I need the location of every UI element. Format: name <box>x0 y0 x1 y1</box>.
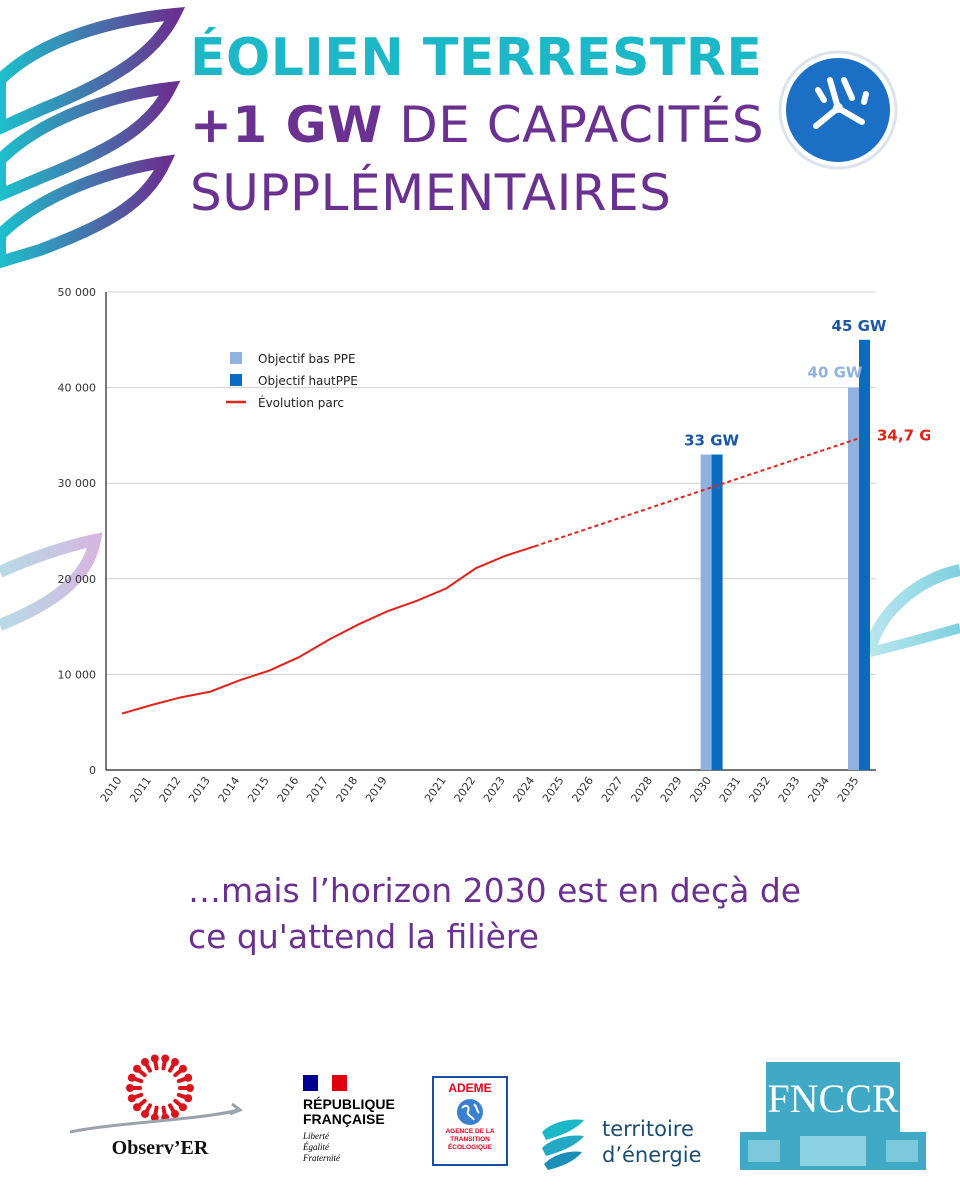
x-tick-label: 2010 <box>98 774 125 804</box>
x-tick-label: 2017 <box>304 774 331 804</box>
x-tick-label: 2014 <box>216 774 243 804</box>
y-tick-label: 50 000 <box>58 286 97 299</box>
annotation-label: 45 GW <box>832 317 887 335</box>
observer-person-body <box>173 1098 185 1110</box>
annotation-label: 33 GW <box>684 432 739 450</box>
observer-people-ring-icon <box>126 1054 194 1122</box>
observer-person-body <box>176 1075 191 1084</box>
y-tick-label: 0 <box>89 764 96 777</box>
x-tick-label: 2034 <box>805 774 832 804</box>
ademe-subtitle: AGENCE DE LA TRANSITION ÉCOLOGIQUE <box>445 1128 495 1151</box>
observer-person-body <box>143 1103 152 1116</box>
x-tick-label: 2021 <box>422 774 449 804</box>
observer-person-body <box>176 1092 191 1101</box>
x-tick-label: 2018 <box>334 774 361 804</box>
annotation-label: 34,7 GW <box>877 426 930 444</box>
evolution-parc-line <box>121 545 536 715</box>
x-tick-label: 2032 <box>746 774 773 804</box>
x-tick-label: 2029 <box>658 774 685 804</box>
bar-objectif-bas <box>700 454 712 770</box>
observer-person-body <box>135 1066 147 1078</box>
bar-objectif-haut <box>711 454 723 770</box>
title-line-2: +1 GW DE CAPACITÉS <box>190 96 764 154</box>
legend: Objectif bas PPE Objectif hautPPE Évolutio… <box>226 352 358 410</box>
x-tick-label: 2015 <box>245 774 272 804</box>
x-tick-label: 2023 <box>481 774 508 804</box>
observer-person-body <box>152 1056 159 1071</box>
fnccr-logo: FNCCR <box>740 1062 926 1170</box>
x-tick-label: 2022 <box>452 774 479 804</box>
x-tick-label: 2030 <box>687 774 714 804</box>
territoire-line-2: d’énergie <box>602 1143 702 1167</box>
projection-line <box>534 437 860 548</box>
observer-name: Observ’ER <box>112 1137 209 1159</box>
observer-person-body <box>168 1103 177 1116</box>
legend-label: Objectif hautPPE <box>258 374 358 388</box>
x-tick-label: 2031 <box>717 774 744 804</box>
globe-icon <box>457 1099 483 1125</box>
ademe-name: ADEME <box>448 1081 492 1095</box>
x-tick-label: 2011 <box>127 774 154 804</box>
observer-person-body <box>152 1105 159 1120</box>
observer-person-body <box>129 1075 144 1084</box>
observer-person-body <box>135 1098 147 1110</box>
title-line-3: SUPPLÉMENTAIRES <box>190 164 672 222</box>
republique-francaise-logo: RÉPUBLIQUE FRANÇAISE Liberté Égalité Fra… <box>303 1075 413 1170</box>
y-tick-label: 10 000 <box>58 668 97 681</box>
observer-person-body <box>173 1066 185 1078</box>
territoire-line-1: territoire <box>602 1117 694 1141</box>
y-tick-label: 30 000 <box>58 477 97 490</box>
marianne-flag-icon <box>303 1075 348 1091</box>
observer-person-body <box>161 1105 168 1120</box>
subtitle-line-2: ce qu'attend la filière <box>188 917 540 956</box>
y-tick-label: 40 000 <box>58 382 97 395</box>
subtitle: …mais l’horizon 2030 est en deçà de ce q… <box>188 868 888 960</box>
x-tick-label: 2013 <box>186 774 213 804</box>
legend-label: Évolution parc <box>258 395 344 410</box>
y-tick-label: 20 000 <box>58 573 97 586</box>
subtitle-line-1: …mais l’horizon 2030 est en deçà de <box>188 871 802 910</box>
ademe-logo: ADEME AGENCE DE LA TRANSITION ÉCOLOGIQUE <box>432 1076 508 1166</box>
legend-label: Objectif bas PPE <box>258 352 356 366</box>
republique-name: RÉPUBLIQUE FRANÇAISE <box>303 1096 395 1127</box>
x-tick-label: 2028 <box>628 774 655 804</box>
title-highlight: +1 GW <box>190 96 383 154</box>
x-tick-label: 2012 <box>157 774 184 804</box>
x-tick-label: 2016 <box>275 774 302 804</box>
republique-motto: Liberté Égalité Fraternité <box>303 1131 340 1163</box>
te-wave-icon <box>542 1119 584 1170</box>
x-tick-label: 2019 <box>363 774 390 804</box>
wind-turbine-icon <box>778 50 898 170</box>
x-tick-label: 2033 <box>776 774 803 804</box>
observer-person-body <box>143 1060 152 1073</box>
observer-person-body <box>129 1092 144 1101</box>
fnccr-name: FNCCR <box>767 1076 898 1121</box>
observer-logo: Observ’ER <box>69 1054 244 1159</box>
x-tick-label: 2026 <box>569 774 596 804</box>
observer-person-body <box>161 1056 168 1071</box>
x-tick-label: 2025 <box>540 774 567 804</box>
x-tick-label: 2024 <box>510 774 537 804</box>
bar-objectif-haut <box>859 339 870 770</box>
bar-objectif-bas <box>848 387 859 770</box>
territoire-energie-logo: territoire d’énergie <box>542 1117 702 1170</box>
legend-swatch-bas <box>230 352 242 364</box>
annotation-label: 40 GW <box>808 364 863 382</box>
x-tick-label: 2035 <box>835 774 862 804</box>
title-line-2-rest: DE CAPACITÉS <box>399 96 765 154</box>
legend-swatch-haut <box>230 374 242 386</box>
observer-person-body <box>168 1060 177 1073</box>
x-tick-label: 2027 <box>599 774 626 804</box>
title-line-1: ÉOLIEN TERRESTRE <box>190 28 763 88</box>
